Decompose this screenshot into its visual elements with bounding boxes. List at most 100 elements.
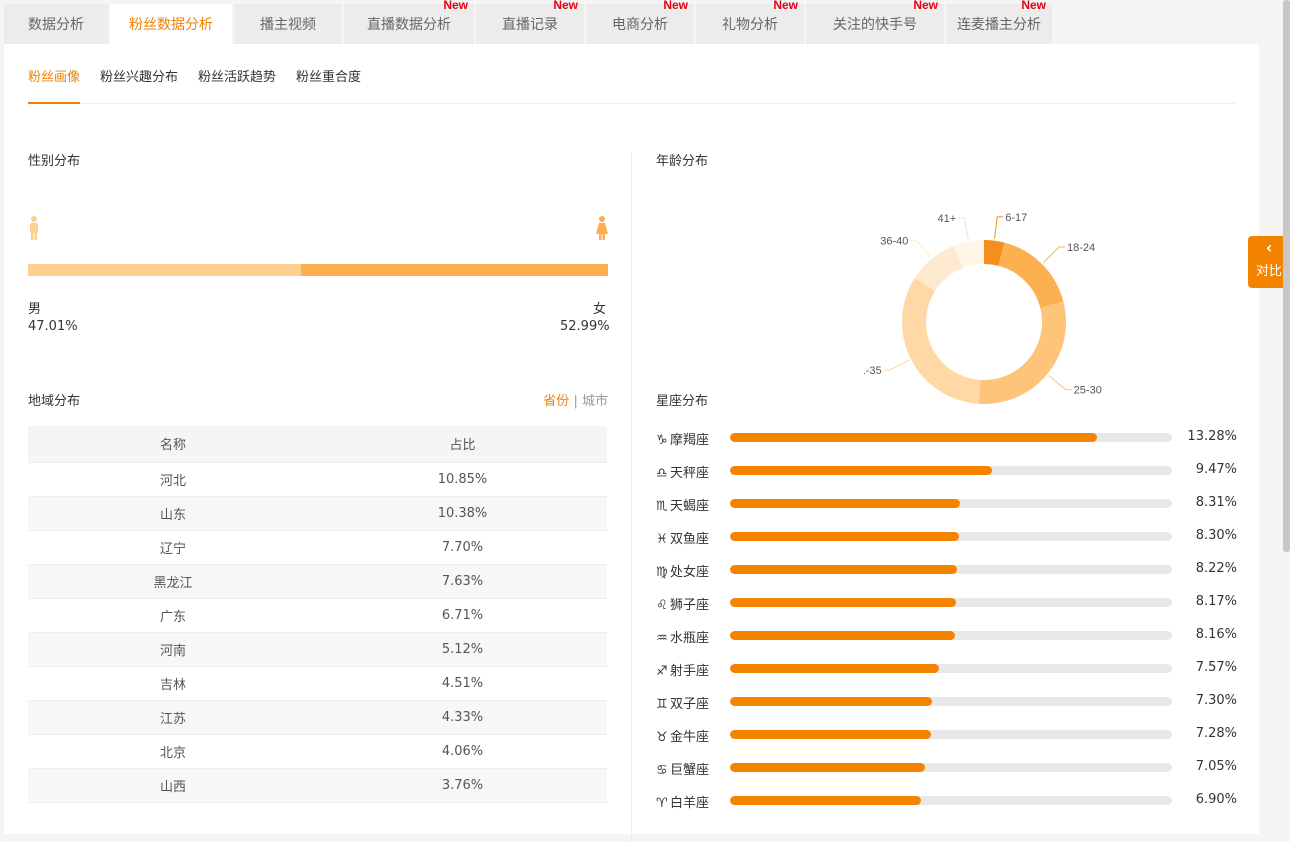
zodiac-bar-fill — [730, 730, 932, 739]
sub-tab[interactable]: 粉丝画像 — [28, 66, 81, 104]
top-tab[interactable]: 数据分析 — [4, 4, 108, 44]
column-divider — [631, 152, 632, 842]
region-name-cell: 江苏 — [28, 700, 318, 735]
top-tab[interactable]: 关注的快手号 New — [806, 0, 944, 44]
zodiac-list: ♑ 摩羯座 13.28% ♎ 天秤座 9.47% ♏ 天蝎座 8.31% ♓ 双鱼座 8.30% ♍ 处女… — [656, 426, 1241, 822]
zodiac-value: 13.28% — [1187, 429, 1237, 444]
top-tab[interactable]: 直播记录 New — [476, 0, 584, 44]
scrollbar[interactable] — [1283, 0, 1290, 552]
zodiac-row: ♌ 狮子座 8.17% — [656, 591, 1241, 624]
region-name-cell: 辽宁 — [28, 530, 318, 565]
zodiac-bar-track — [730, 697, 1172, 706]
region-ratio-cell: 4.06% — [318, 734, 607, 769]
sub-tab[interactable]: 粉丝活跃趋势 — [198, 70, 277, 85]
age-label-leader — [958, 217, 969, 240]
age-label-leader — [994, 216, 1004, 239]
zodiac-value: 8.17% — [1195, 594, 1237, 609]
age-slice[interactable] — [953, 240, 984, 269]
gender-title: 性别分布 — [28, 154, 81, 169]
region-ratio-cell: 5.12% — [318, 632, 607, 667]
zodiac-sign-icon: ♓ — [656, 532, 668, 547]
top-tab[interactable]: 粉丝数据分析 — [110, 4, 232, 44]
top-tab[interactable]: 连麦播主分析 New — [946, 0, 1052, 44]
zodiac-name-text: 巨蟹座 — [670, 763, 710, 778]
zodiac-name-text: 狮子座 — [670, 598, 710, 613]
zodiac-value: 8.22% — [1195, 561, 1237, 576]
zodiac-bar-track — [730, 565, 1172, 574]
region-name-cell: 山东 — [28, 496, 318, 531]
province-toggle[interactable]: 省份 — [543, 394, 570, 409]
zodiac-row: ♉ 金牛座 7.28% — [656, 723, 1241, 756]
age-label-leader — [1043, 246, 1065, 263]
zodiac-bar-fill — [730, 565, 958, 574]
zodiac-row: ♊ 双子座 7.30% — [656, 690, 1241, 723]
age-slice-label: 6-17 — [1005, 212, 1027, 224]
top-tab-label: 数据分析 — [28, 17, 84, 33]
top-tab[interactable]: 播主视频 — [234, 4, 342, 44]
age-donut-chart: 6-17 18-24 25-30 31-35 36-40 41+ — [864, 212, 1102, 404]
age-slice[interactable] — [902, 278, 981, 404]
zodiac-name-text: 双鱼座 — [670, 532, 710, 547]
zodiac-value: 7.30% — [1195, 693, 1237, 708]
zodiac-row: ♒ 水瓶座 8.16% — [656, 624, 1241, 657]
region-ratio-cell: 10.85% — [318, 462, 607, 497]
zodiac-bar-fill — [730, 631, 956, 640]
age-slice-label: 41+ — [937, 213, 956, 225]
top-tab-label: 粉丝数据分析 — [129, 17, 213, 33]
zodiac-sign-icon: ♋ — [656, 763, 668, 778]
zodiac-value: 8.30% — [1195, 528, 1237, 543]
top-tab-label: 礼物分析 — [722, 17, 778, 33]
age-slice[interactable] — [914, 245, 963, 291]
region-name-cell: 北京 — [28, 734, 318, 769]
zodiac-name: ♑ 摩羯座 — [656, 429, 709, 448]
gender-ratio-bar — [28, 264, 608, 276]
male-ratio-segment — [28, 264, 301, 276]
region-ratio-cell: 4.51% — [318, 666, 607, 701]
zodiac-row: ♈ 白羊座 6.90% — [656, 789, 1241, 822]
zodiac-bar-fill — [730, 697, 932, 706]
top-tab-label: 连麦播主分析 — [957, 17, 1041, 33]
region-ratio-cell: 3.76% — [318, 768, 607, 803]
zodiac-name-text: 处女座 — [670, 565, 710, 580]
zodiac-bar-track — [730, 499, 1172, 508]
zodiac-bar-track — [730, 631, 1172, 640]
switch-separator: | — [573, 394, 578, 409]
city-toggle[interactable]: 城市 — [581, 394, 608, 409]
zodiac-value: 7.05% — [1195, 759, 1237, 774]
top-tab[interactable]: 礼物分析 New — [696, 0, 804, 44]
zodiac-title: 星座分布 — [656, 394, 709, 409]
region-table: 名称 占比 河北 10.85% 山东 10.38% 辽宁 7.70% 黑龙江 7.63% 广东 6… — [28, 426, 607, 803]
age-label-leader — [883, 359, 910, 371]
age-slice[interactable] — [984, 240, 1005, 266]
age-slice[interactable] — [998, 242, 1064, 308]
zodiac-name: ♉ 金牛座 — [656, 726, 709, 745]
female-label: 女 — [593, 302, 607, 317]
top-tab[interactable]: 直播数据分析 New — [344, 0, 474, 44]
sub-tab[interactable]: 粉丝重合度 — [296, 70, 362, 85]
zodiac-bar-track — [730, 598, 1172, 607]
age-slice-label: 18-24 — [1067, 242, 1095, 254]
zodiac-value: 8.31% — [1195, 495, 1237, 510]
region-ratio-cell: 4.33% — [318, 700, 607, 735]
region-title: 地域分布 — [28, 394, 81, 409]
zodiac-bar-track — [730, 730, 1172, 739]
zodiac-name: ♐ 射手座 — [656, 660, 709, 679]
table-row: 河南 5.12% — [28, 632, 607, 667]
sub-tab[interactable]: 粉丝兴趣分布 — [100, 70, 179, 85]
table-row: 黑龙江 7.63% — [28, 564, 607, 599]
female-value: 52.99% — [560, 319, 610, 334]
male-label: 男 — [28, 302, 42, 317]
region-name-cell: 山西 — [28, 768, 318, 803]
female-ratio-segment — [300, 264, 608, 276]
age-slice-label: 31-35 — [864, 365, 882, 377]
zodiac-bar-fill — [730, 499, 960, 508]
zodiac-name-text: 射手座 — [670, 664, 710, 679]
table-header-row: 名称 占比 — [28, 426, 607, 463]
zodiac-bar-fill — [730, 664, 940, 673]
age-slice-label: 25-30 — [1074, 385, 1102, 397]
top-tab[interactable]: 电商分析 New — [586, 0, 694, 44]
zodiac-bar-fill — [730, 796, 921, 805]
zodiac-name: ♊ 双子座 — [656, 693, 709, 712]
age-slice[interactable] — [978, 301, 1066, 404]
zodiac-name-text: 摩羯座 — [670, 433, 710, 448]
